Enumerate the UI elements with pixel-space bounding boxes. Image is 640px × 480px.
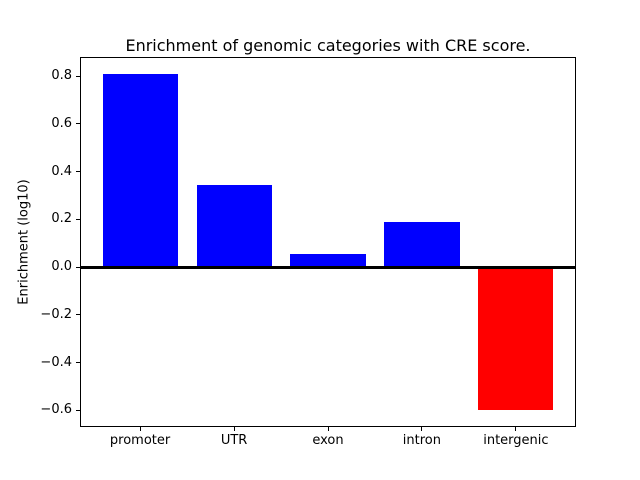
bar-intergenic — [478, 267, 554, 411]
y-tick-label: −0.2 — [40, 306, 72, 322]
bar-exon — [290, 254, 366, 268]
y-tick-label: −0.6 — [40, 402, 72, 418]
y-tick-label: 0.8 — [51, 68, 72, 84]
y-tick-mark — [76, 171, 80, 173]
bar-intron — [384, 222, 460, 267]
chart-title: Enrichment of genomic categories with CR… — [125, 36, 531, 55]
x-tick-label-intron: intron — [402, 433, 441, 448]
x-tick-mark — [139, 427, 141, 431]
y-tick-mark — [76, 75, 80, 77]
y-tick-label: 0.2 — [51, 211, 72, 227]
x-tick-label-UTR: UTR — [220, 433, 248, 448]
bar-UTR — [196, 184, 272, 268]
x-tick-label-promoter: promoter — [109, 433, 171, 448]
x-tick-mark — [515, 427, 517, 431]
y-tick-mark — [76, 266, 80, 268]
y-tick-mark — [76, 218, 80, 220]
y-tick-mark — [76, 123, 80, 125]
x-tick-mark — [421, 427, 423, 431]
x-tick-label-exon: exon — [312, 433, 344, 448]
bar-promoter — [102, 73, 178, 268]
x-tick-mark — [233, 427, 235, 431]
y-tick-label: −0.4 — [40, 354, 72, 370]
zero-line — [80, 265, 576, 269]
y-tick-label: 0.4 — [51, 163, 72, 179]
y-tick-mark — [76, 362, 80, 363]
y-tick-mark — [76, 314, 80, 316]
y-tick-mark — [76, 409, 80, 411]
y-tick-label: 0.6 — [51, 115, 72, 131]
y-axis-label-text: Enrichment (log10) — [16, 179, 32, 305]
x-tick-label-intergenic: intergenic — [483, 433, 549, 448]
y-tick-label: 0.0 — [51, 259, 72, 275]
x-tick-mark — [327, 427, 329, 431]
